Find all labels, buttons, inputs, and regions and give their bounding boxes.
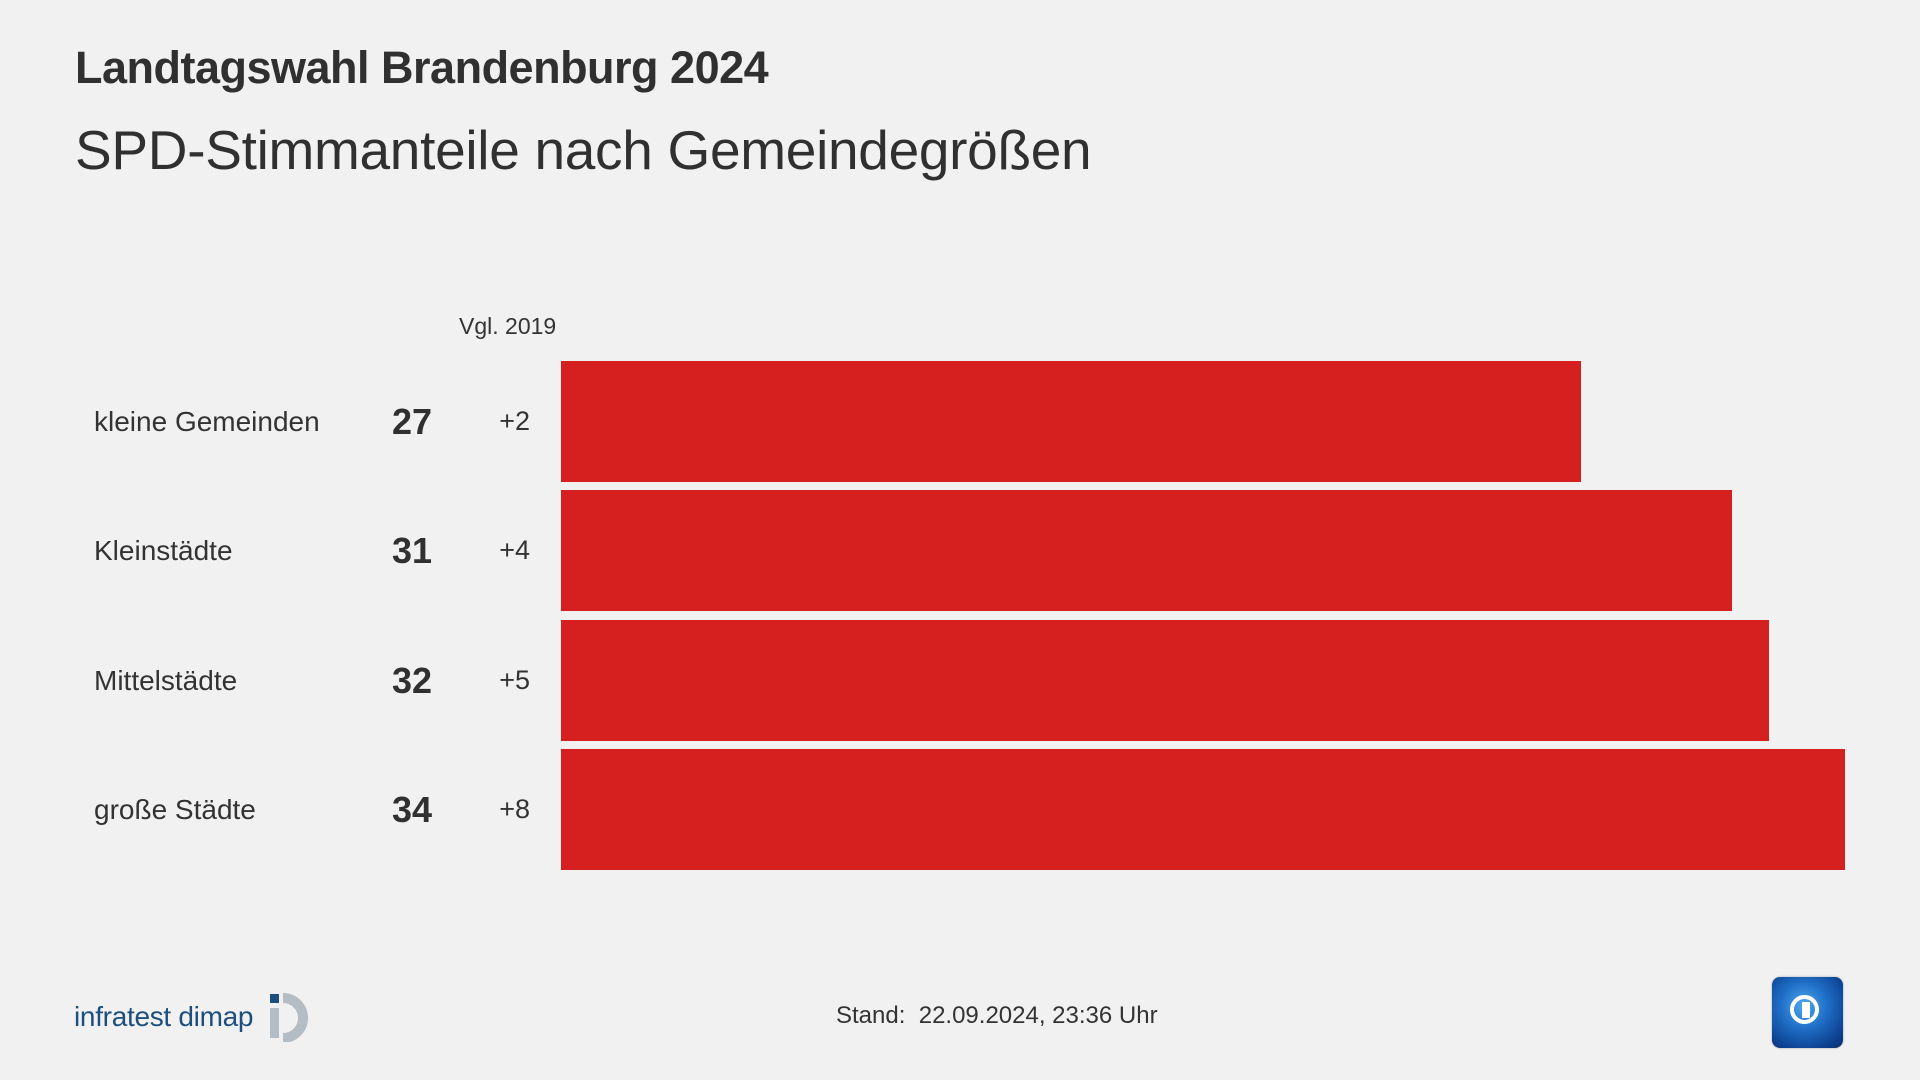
- vote-share-value: 32: [391, 660, 432, 701]
- chart-title: Landtagswahl Brandenburg 2024: [75, 42, 769, 93]
- bar: [561, 749, 1845, 870]
- vote-share-value: 31: [391, 530, 432, 571]
- chart-subtitle: SPD-Stimmanteile nach Gemeindegrößen: [75, 119, 1092, 181]
- bar-row-grosse-staedte: große Städte 34 +8: [0, 749, 1920, 870]
- category-label: kleine Gemeinden: [94, 406, 320, 437]
- infratest-dimap-wordmark: infratest dimap: [74, 1001, 254, 1032]
- change-value: +4: [499, 535, 530, 565]
- timestamp: Stand: 22.09.2024, 23:36 Uhr: [836, 1002, 1158, 1029]
- vote-share-value: 27: [391, 401, 432, 442]
- bar-row-mittelstaedte: Mittelstädte 32 +5: [0, 620, 1920, 741]
- infratest-dimap-logo: infratest dimap: [74, 992, 317, 1043]
- category-label: Kleinstädte: [94, 535, 233, 566]
- comparison-column-header: Vgl. 2019: [459, 313, 557, 339]
- bar: [561, 490, 1732, 611]
- ard-tagesschau-logo-icon: [1772, 977, 1843, 1048]
- logo-one-glyph: [1802, 1002, 1810, 1018]
- infratest-dimap-icon: [267, 992, 317, 1043]
- bar-row-kleinstaedte: Kleinstädte 31 +4: [0, 490, 1920, 611]
- bar: [561, 620, 1769, 741]
- category-label: große Städte: [94, 794, 256, 825]
- vote-share-value: 34: [391, 789, 432, 830]
- category-label: Mittelstädte: [94, 665, 238, 696]
- change-value: +2: [499, 406, 530, 436]
- logo-ring: [1790, 995, 1819, 1024]
- bar: [561, 361, 1581, 482]
- bar-row-kleine-gemeinden: kleine Gemeinden 27 +2: [0, 361, 1920, 482]
- change-value: +5: [499, 665, 530, 695]
- change-value: +8: [499, 794, 530, 824]
